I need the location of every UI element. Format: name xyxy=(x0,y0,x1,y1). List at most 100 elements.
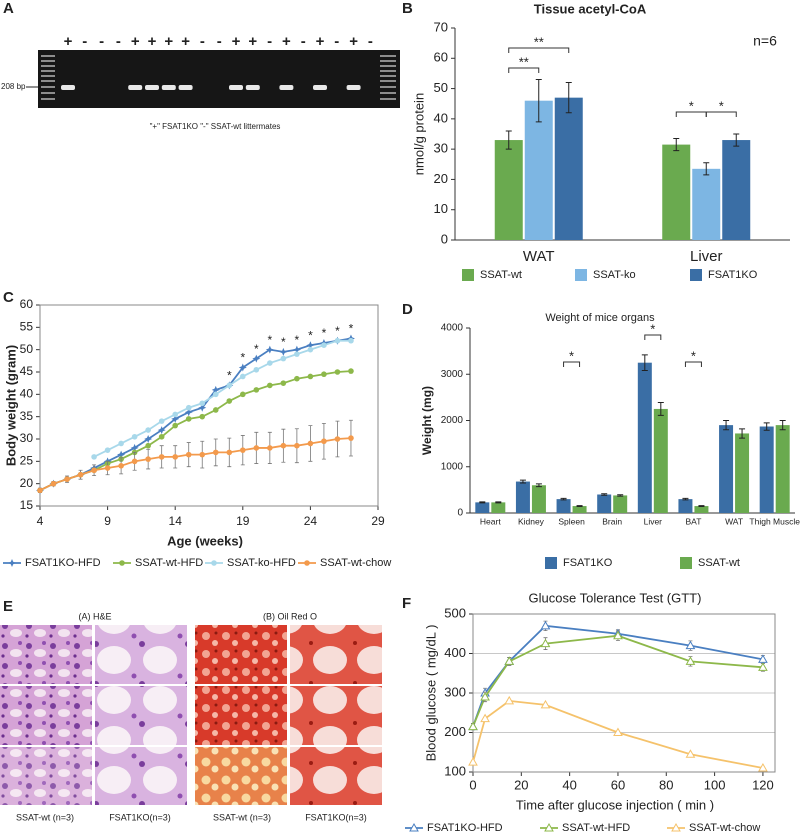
y-tick-label: 55 xyxy=(20,320,34,334)
marker xyxy=(198,403,207,412)
marker xyxy=(334,337,341,344)
error-bar xyxy=(495,501,502,504)
panel-label: C xyxy=(3,289,14,306)
significance: * xyxy=(719,98,724,113)
legend-label: SSAT-wt-HFD xyxy=(562,822,630,834)
lane-sign: - xyxy=(368,33,373,50)
error-bar xyxy=(703,162,710,176)
y-tick-label: 2000 xyxy=(441,415,464,426)
error-bar xyxy=(601,493,608,496)
marker xyxy=(211,385,220,394)
legend-label: FSAT1KO xyxy=(708,269,758,281)
marker xyxy=(240,373,246,380)
y-tick-label: 40 xyxy=(434,110,448,125)
marker xyxy=(348,435,354,441)
marker xyxy=(240,447,246,453)
line xyxy=(472,634,763,727)
marker xyxy=(226,398,233,404)
marker xyxy=(118,440,124,447)
chart-title: Glucose Tolerance Test (GTT) xyxy=(529,590,702,605)
x-tick-label: Kidney xyxy=(518,516,545,526)
y-tick-label: 70 xyxy=(434,19,448,34)
line xyxy=(472,624,764,727)
error-bar xyxy=(560,497,567,501)
bar xyxy=(692,168,721,240)
significance-bracket xyxy=(508,47,570,53)
y-tick-label: 300 xyxy=(444,684,466,699)
marker xyxy=(240,391,246,398)
lane-sign: + xyxy=(282,33,291,50)
marker xyxy=(171,414,180,423)
y-tick-label: 50 xyxy=(20,342,34,356)
marker xyxy=(613,630,623,640)
band-size: 208 bp xyxy=(1,82,26,91)
y-tick-label: 15 xyxy=(20,498,34,512)
x-tick-label: WAT xyxy=(523,248,555,265)
significance-bracket xyxy=(563,361,581,367)
legend-swatch xyxy=(680,557,692,569)
marker xyxy=(226,382,233,389)
marker xyxy=(307,373,314,380)
y-tick-label: 200 xyxy=(444,724,466,739)
x-tick-label: 80 xyxy=(659,777,673,792)
x-axis-label: Time after glucose injection ( min ) xyxy=(516,797,714,812)
y-axis-label: nmol/g protein xyxy=(411,93,426,175)
x-tick-label: BAT xyxy=(685,516,701,526)
marker xyxy=(212,391,219,398)
y-axis-label: Body weight (gram) xyxy=(3,345,18,466)
panel-label: A xyxy=(3,0,14,17)
bar xyxy=(775,425,790,513)
bar xyxy=(572,506,587,513)
bar xyxy=(515,481,530,513)
group-label: FSAT1KO(n=3) xyxy=(109,812,171,822)
legend-swatch xyxy=(462,269,474,281)
significance: * xyxy=(691,348,696,363)
lane-sign: + xyxy=(164,33,173,50)
significance: * xyxy=(335,324,340,338)
lane-sign: + xyxy=(349,33,358,50)
y-tick-label: 3000 xyxy=(441,369,464,380)
lane-sign: + xyxy=(232,33,241,50)
x-axis-label: Age (weeks) xyxy=(167,533,243,548)
chart-title: Tissue acetyl-CoA xyxy=(534,1,647,16)
error-bar xyxy=(733,133,740,147)
marker xyxy=(199,451,206,458)
panel-label: F xyxy=(402,595,411,612)
lane-sign: - xyxy=(334,33,339,50)
significance-bracket xyxy=(508,67,540,73)
marker xyxy=(50,480,57,487)
y-tick-label: 45 xyxy=(20,364,34,378)
marker xyxy=(348,368,354,374)
marker xyxy=(158,418,165,424)
marker xyxy=(294,442,300,449)
y-tick-label: 500 xyxy=(444,605,466,620)
marker xyxy=(64,476,70,483)
legend-label: SSAT-wt xyxy=(698,557,740,569)
group-label: SSAT-wt (n=3) xyxy=(16,812,74,822)
significance: * xyxy=(281,335,286,349)
x-tick-label: 60 xyxy=(611,777,625,792)
marker xyxy=(91,454,97,460)
plot-frame xyxy=(39,304,379,507)
bar xyxy=(613,495,628,513)
marker xyxy=(145,442,151,449)
annotation: n=6 xyxy=(753,33,777,49)
marker xyxy=(685,749,696,758)
lane-sign: - xyxy=(267,33,272,50)
significance-bracket xyxy=(644,334,662,340)
marker xyxy=(321,342,327,349)
histology-images xyxy=(0,625,382,805)
significance: * xyxy=(308,328,313,342)
legend-label: SSAT-wt xyxy=(480,269,522,281)
stain-label: (B) Oil Red O xyxy=(263,611,317,621)
gel-band xyxy=(229,85,243,90)
gel-band xyxy=(279,85,294,90)
legend-label: FSAT1KO xyxy=(563,557,613,569)
legend-marker xyxy=(671,822,681,832)
bar xyxy=(719,425,734,513)
gel-band xyxy=(145,85,159,90)
stain-label: (A) H&E xyxy=(78,611,111,621)
legend-marker xyxy=(544,822,554,832)
gel-image xyxy=(26,50,400,108)
error-bar xyxy=(779,420,786,431)
